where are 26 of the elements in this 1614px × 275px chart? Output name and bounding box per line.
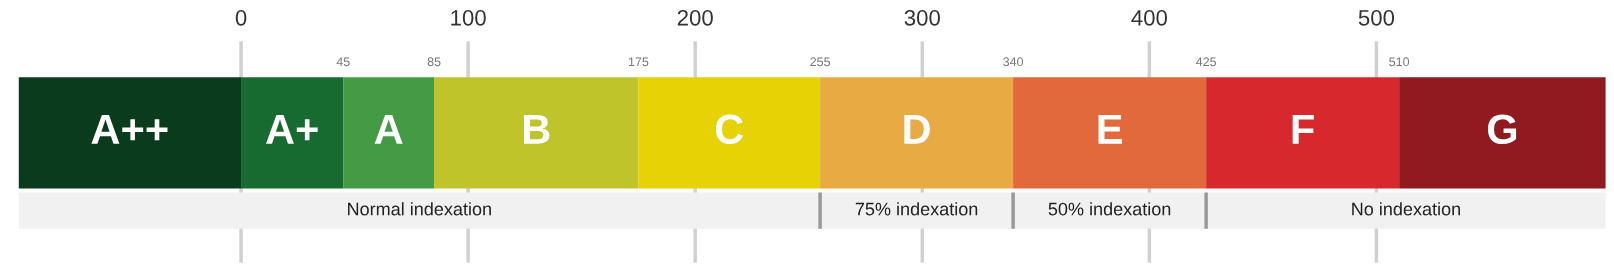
x-tick-label: 500 <box>1358 9 1395 26</box>
series-label: A+ <box>265 114 318 144</box>
series-label: D <box>904 114 930 144</box>
series-label: G <box>1487 114 1517 145</box>
x2-tick-label: 425 <box>1195 57 1217 67</box>
series-label: No indexation <box>1352 202 1460 216</box>
series-label: 50% indexation <box>1048 202 1171 216</box>
x-tick-label: 200 <box>677 9 713 26</box>
series-label: Normal indexation <box>348 202 491 216</box>
series-label: A <box>374 114 403 144</box>
x2-tick-label: 340 <box>1003 57 1024 67</box>
series-label: B <box>523 114 550 144</box>
series-label: E <box>1098 114 1122 144</box>
x2-tick-label: 45 <box>336 57 350 67</box>
x-tick-label: 300 <box>904 9 940 26</box>
series-label: 75% indexation <box>855 202 978 216</box>
series-label: F <box>1292 114 1314 144</box>
series-label: A++ <box>91 114 168 144</box>
x-tick-label: 0 <box>235 9 247 26</box>
x2-tick-label: 255 <box>810 57 830 67</box>
x2-tick-label: 85 <box>427 57 441 67</box>
x2-tick-label: 510 <box>1389 57 1410 67</box>
series-label: C <box>715 114 744 145</box>
x-tick-label: 100 <box>451 9 486 26</box>
x-tick-label: 400 <box>1131 9 1168 26</box>
x2-tick-label: 175 <box>628 57 649 67</box>
